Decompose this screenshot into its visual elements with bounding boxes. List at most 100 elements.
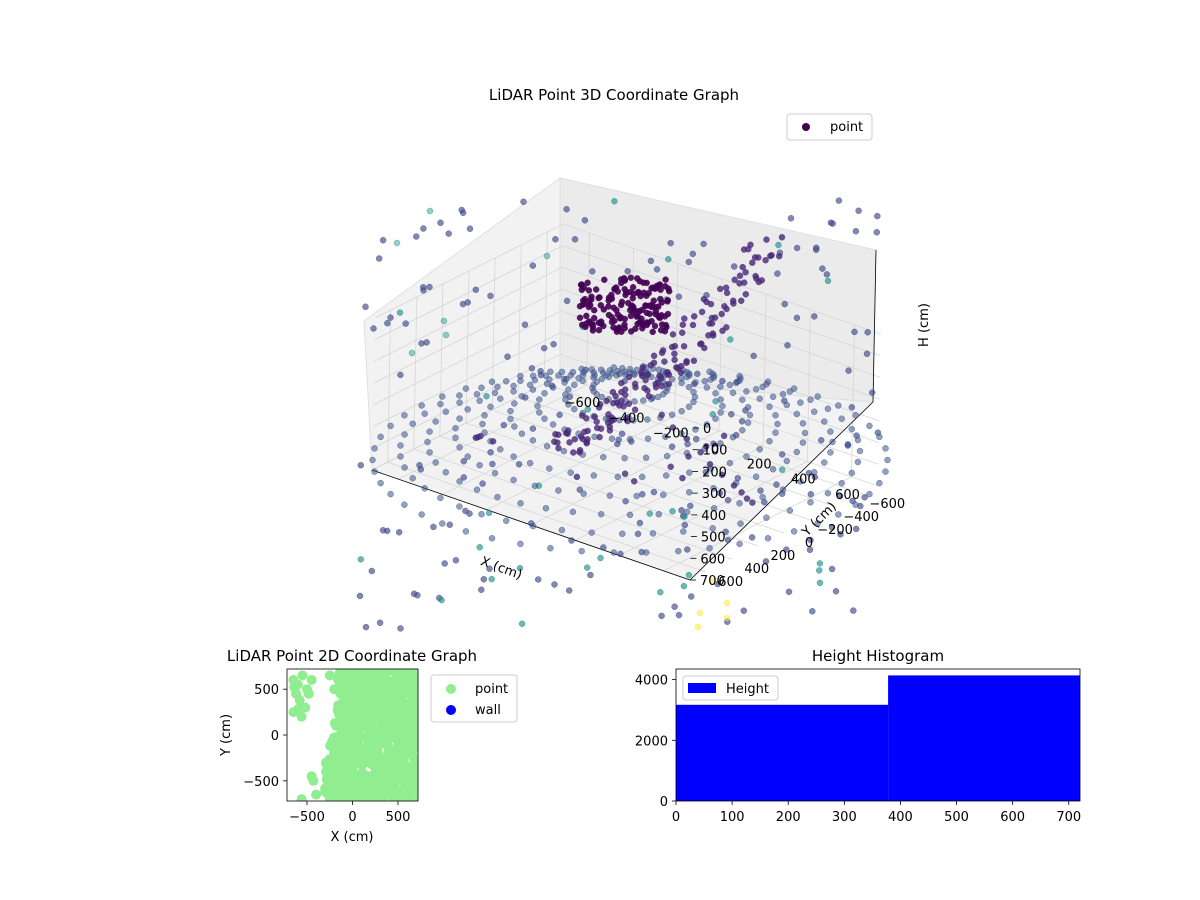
scatter-point xyxy=(686,489,693,496)
scatter-point xyxy=(477,432,484,440)
scatter-point xyxy=(387,422,394,430)
scatter-point xyxy=(589,268,596,275)
scatter-point xyxy=(694,370,701,378)
scatter-point xyxy=(578,365,585,373)
scatter-point xyxy=(658,312,665,319)
scatter-point xyxy=(569,368,577,376)
scatter-point xyxy=(552,236,559,243)
scatter-point xyxy=(737,520,744,527)
scatter-point xyxy=(541,345,548,352)
scatter-point xyxy=(598,511,605,518)
scatter-point xyxy=(762,257,769,264)
scatter-point xyxy=(742,269,749,276)
scatter-point xyxy=(597,554,604,562)
scatter-point xyxy=(763,236,770,243)
scatter-point xyxy=(874,212,881,220)
scatter-point xyxy=(750,352,757,360)
scatter-point xyxy=(654,393,662,401)
scatter-point xyxy=(556,411,563,419)
scatter-point xyxy=(845,367,852,374)
scatter-point xyxy=(729,434,737,441)
scatter-point xyxy=(664,298,671,305)
scatter-point xyxy=(297,670,308,681)
scatter-point xyxy=(347,766,358,777)
scatter-point xyxy=(650,488,658,496)
scatter-point xyxy=(594,424,601,432)
scatter-point xyxy=(598,366,605,373)
scatter-point xyxy=(530,522,537,530)
scatter-point xyxy=(793,448,800,456)
scatter-point xyxy=(884,456,891,464)
scatter-point xyxy=(489,438,497,445)
scatter-point xyxy=(400,721,410,732)
scatter-point xyxy=(813,246,820,254)
scatter-point xyxy=(560,447,568,455)
scatter-point xyxy=(723,324,730,331)
scatter-point xyxy=(520,198,527,206)
scatter-point xyxy=(396,529,403,536)
scatter-point xyxy=(724,536,732,544)
scatter-point xyxy=(863,350,871,357)
scatter-point xyxy=(774,420,781,428)
scatter-point xyxy=(745,245,752,253)
scatter-point xyxy=(663,472,670,479)
scatter-point xyxy=(640,397,647,404)
x-tick-label: 0 xyxy=(348,810,356,825)
scatter-point xyxy=(535,576,542,583)
scatter-point xyxy=(462,528,470,535)
z-tick-label: 0 xyxy=(703,422,711,437)
y-tick-label: −200 xyxy=(817,523,853,538)
scatter-point xyxy=(816,579,824,587)
scatter-point xyxy=(347,794,358,801)
scatter-point xyxy=(410,712,418,723)
scatter-point xyxy=(542,505,550,512)
scatter-point xyxy=(854,436,862,444)
scatter-point xyxy=(752,473,760,480)
scatter-point xyxy=(783,457,790,465)
chart-3d-legend-box xyxy=(786,113,873,141)
scatter-point xyxy=(646,510,653,517)
scatter-point xyxy=(793,314,801,322)
scatter-point xyxy=(785,588,793,595)
scatter-point xyxy=(600,453,607,461)
scatter-point xyxy=(529,386,537,393)
scatter-point xyxy=(503,517,510,524)
scatter-point xyxy=(772,412,779,419)
scatter-point xyxy=(464,406,471,413)
scatter-point xyxy=(832,588,840,595)
scatter-point xyxy=(659,347,667,354)
scatter-point xyxy=(882,445,889,452)
scatter-point xyxy=(644,416,651,423)
scatter-point xyxy=(624,268,631,275)
scatter-point xyxy=(807,536,814,544)
scatter-point xyxy=(763,514,770,521)
scatter-point xyxy=(418,402,425,409)
scatter-point xyxy=(542,372,550,379)
scatter-point xyxy=(476,544,483,551)
scatter-point xyxy=(516,565,524,572)
scatter-point xyxy=(530,372,537,380)
scatter-point xyxy=(685,403,693,410)
scatter-point xyxy=(489,460,496,468)
scatter-point xyxy=(684,546,691,553)
scatter-point xyxy=(452,557,460,564)
scatter-point xyxy=(743,453,750,460)
scatter-point xyxy=(567,469,574,476)
scatter-point xyxy=(603,397,610,405)
chart-3d-points xyxy=(356,197,891,632)
scatter-point xyxy=(555,487,562,494)
scatter-point xyxy=(579,321,586,328)
scatter-point xyxy=(510,382,517,390)
x-tick-label: 600 xyxy=(835,488,860,503)
scatter-point xyxy=(681,315,688,322)
scatter-point xyxy=(551,438,558,445)
scatter-point xyxy=(360,682,370,693)
scatter-point xyxy=(357,705,368,716)
scatter-point xyxy=(816,567,823,574)
scatter-point xyxy=(679,474,686,482)
scatter-point xyxy=(418,340,425,347)
scatter-point xyxy=(626,436,634,443)
histogram-ticks: 0 100 200 300 400 500 600 700 0 2000 4000 xyxy=(635,674,1081,825)
scatter-point xyxy=(683,359,690,366)
scatter-point xyxy=(479,480,486,487)
